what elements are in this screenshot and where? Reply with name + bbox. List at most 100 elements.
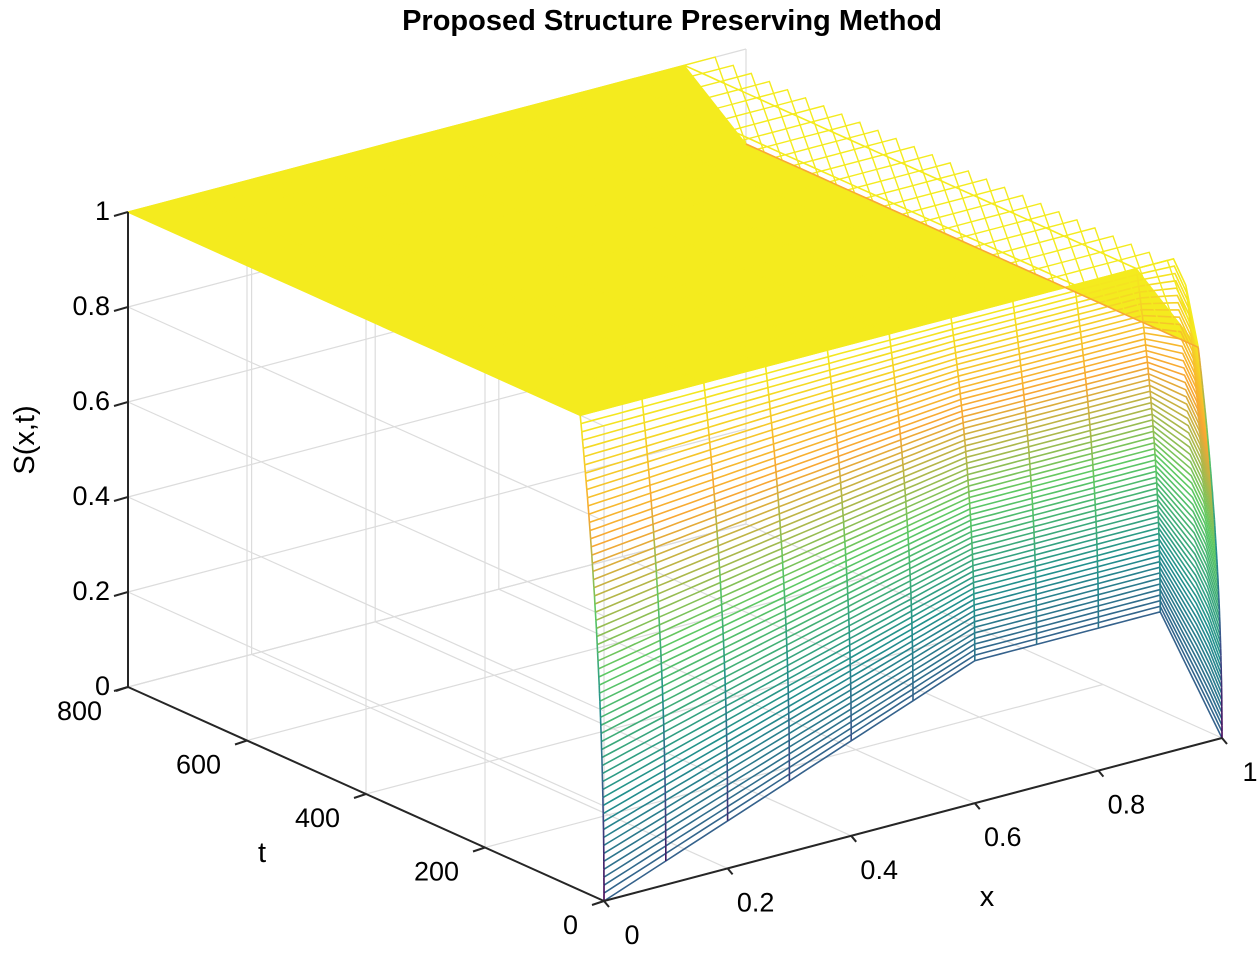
surface-mesh-line [781,159,801,170]
surface-mesh-line [1024,412,1027,419]
surface-mesh-line [656,594,659,602]
surface-mesh-line [1203,400,1206,408]
surface-mesh-line [388,284,408,295]
surface-mesh-line [645,446,648,455]
surface-mesh-line [770,422,773,430]
surface-mesh-line [898,427,901,434]
surface-mesh-line [421,211,441,221]
surface-mesh-line [595,620,598,629]
surface-mesh-line [762,276,782,286]
surface-mesh-line [313,162,332,172]
surface-mesh-line [857,186,876,197]
surface-mesh-line [609,251,629,262]
surface-mesh-line [498,113,518,124]
surface-mesh-line [1140,309,1144,316]
surface-mesh-line [594,333,614,343]
surface-mesh-line [703,390,707,398]
surface-mesh-line [362,316,382,327]
surface-mesh-line [710,464,714,473]
surface-mesh-line [911,210,931,221]
surface-mesh-line [585,481,588,490]
surface-mesh-line [903,476,906,484]
surface-mesh-line [1085,384,1088,391]
surface-mesh-line [561,406,581,417]
surface-mesh-line [1142,327,1146,334]
surface-mesh-line [642,414,646,423]
surface-mesh-line [447,178,466,189]
surface-mesh-line [1017,342,1020,349]
surface-mesh-line [774,457,777,466]
surface-mesh-line [763,151,783,162]
surface-mesh-line [1027,446,1030,453]
surface-mesh-line [929,219,949,229]
surface-mesh-line [1201,380,1204,388]
surface-mesh-line [1213,512,1216,520]
surface-mesh-line [738,88,757,99]
surface-mesh-line [754,316,774,327]
surface-mesh-line [457,227,477,238]
surface-mesh-line [645,438,648,447]
z-tick-mark [113,496,129,502]
surface-mesh-line [540,308,560,319]
surface-mesh-line [631,349,650,360]
surface-mesh-line [1085,390,1089,396]
surface-mesh-line [703,382,706,391]
surface-mesh-line [1137,280,1140,287]
surface-mesh-line [965,463,968,469]
surface-mesh-line [475,235,495,246]
surface-mesh-line [964,451,967,458]
surface-mesh-line [1077,314,1080,321]
surface-mesh-line [1147,373,1150,380]
surface-mesh-line [775,478,778,487]
surface-mesh-line [769,408,772,416]
surface-mesh-line [1087,407,1090,414]
surface-mesh-line [1056,276,1075,286]
surface-mesh-line [651,508,654,517]
surface-mesh-line [1150,402,1153,409]
surface-mesh-line [586,489,589,498]
surface-mesh-line [512,251,531,262]
surface-mesh-line [833,410,836,417]
surface-mesh-line [200,243,219,254]
t-tick-mark [472,846,486,853]
surface-mesh-line [225,211,245,221]
surface-mesh-line [552,137,572,148]
surface-mesh-line [516,121,536,132]
surface-mesh-line [436,129,456,140]
surface-mesh-line [344,308,364,319]
surface-mesh-line [254,268,274,278]
surface-mesh-line [709,449,712,458]
surface-mesh-line [1081,343,1084,350]
surface-mesh-line [398,333,418,343]
grid-line [127,306,605,522]
surface-mesh-line [1027,440,1030,447]
surface-mesh-line [374,146,394,156]
grid-line [365,630,985,795]
surface-mesh-line [777,194,797,205]
surface-mesh-line [808,341,828,351]
surface-mesh-line [960,405,963,412]
surface-mesh-line [605,381,625,392]
surface-mesh-line [652,524,655,533]
surface-mesh-line [962,428,965,435]
surface-mesh-line [1117,259,1137,270]
surface-mesh-line [816,300,836,311]
surface-mesh-line [406,292,426,303]
surface-mesh-line [1038,267,1057,278]
surface-mesh-line [954,346,957,353]
surface-mesh-line [1161,330,1181,340]
surface-mesh-line [316,251,335,262]
surface-mesh-line [594,612,597,621]
surface-mesh-line [628,259,647,270]
surface-mesh-line [741,178,760,189]
x-axis-line [603,737,1223,902]
surface-mesh-line [352,268,372,278]
surface-mesh-line [839,476,842,483]
surface-mesh-line [493,243,513,254]
surface-mesh-line [832,403,835,411]
x-tick-label: 0.6 [984,822,1022,852]
surface-mesh-line [589,530,592,539]
surface-mesh-line [1084,372,1087,379]
z-tick-label: 1 [95,196,110,226]
surface-mesh-line [824,259,843,270]
